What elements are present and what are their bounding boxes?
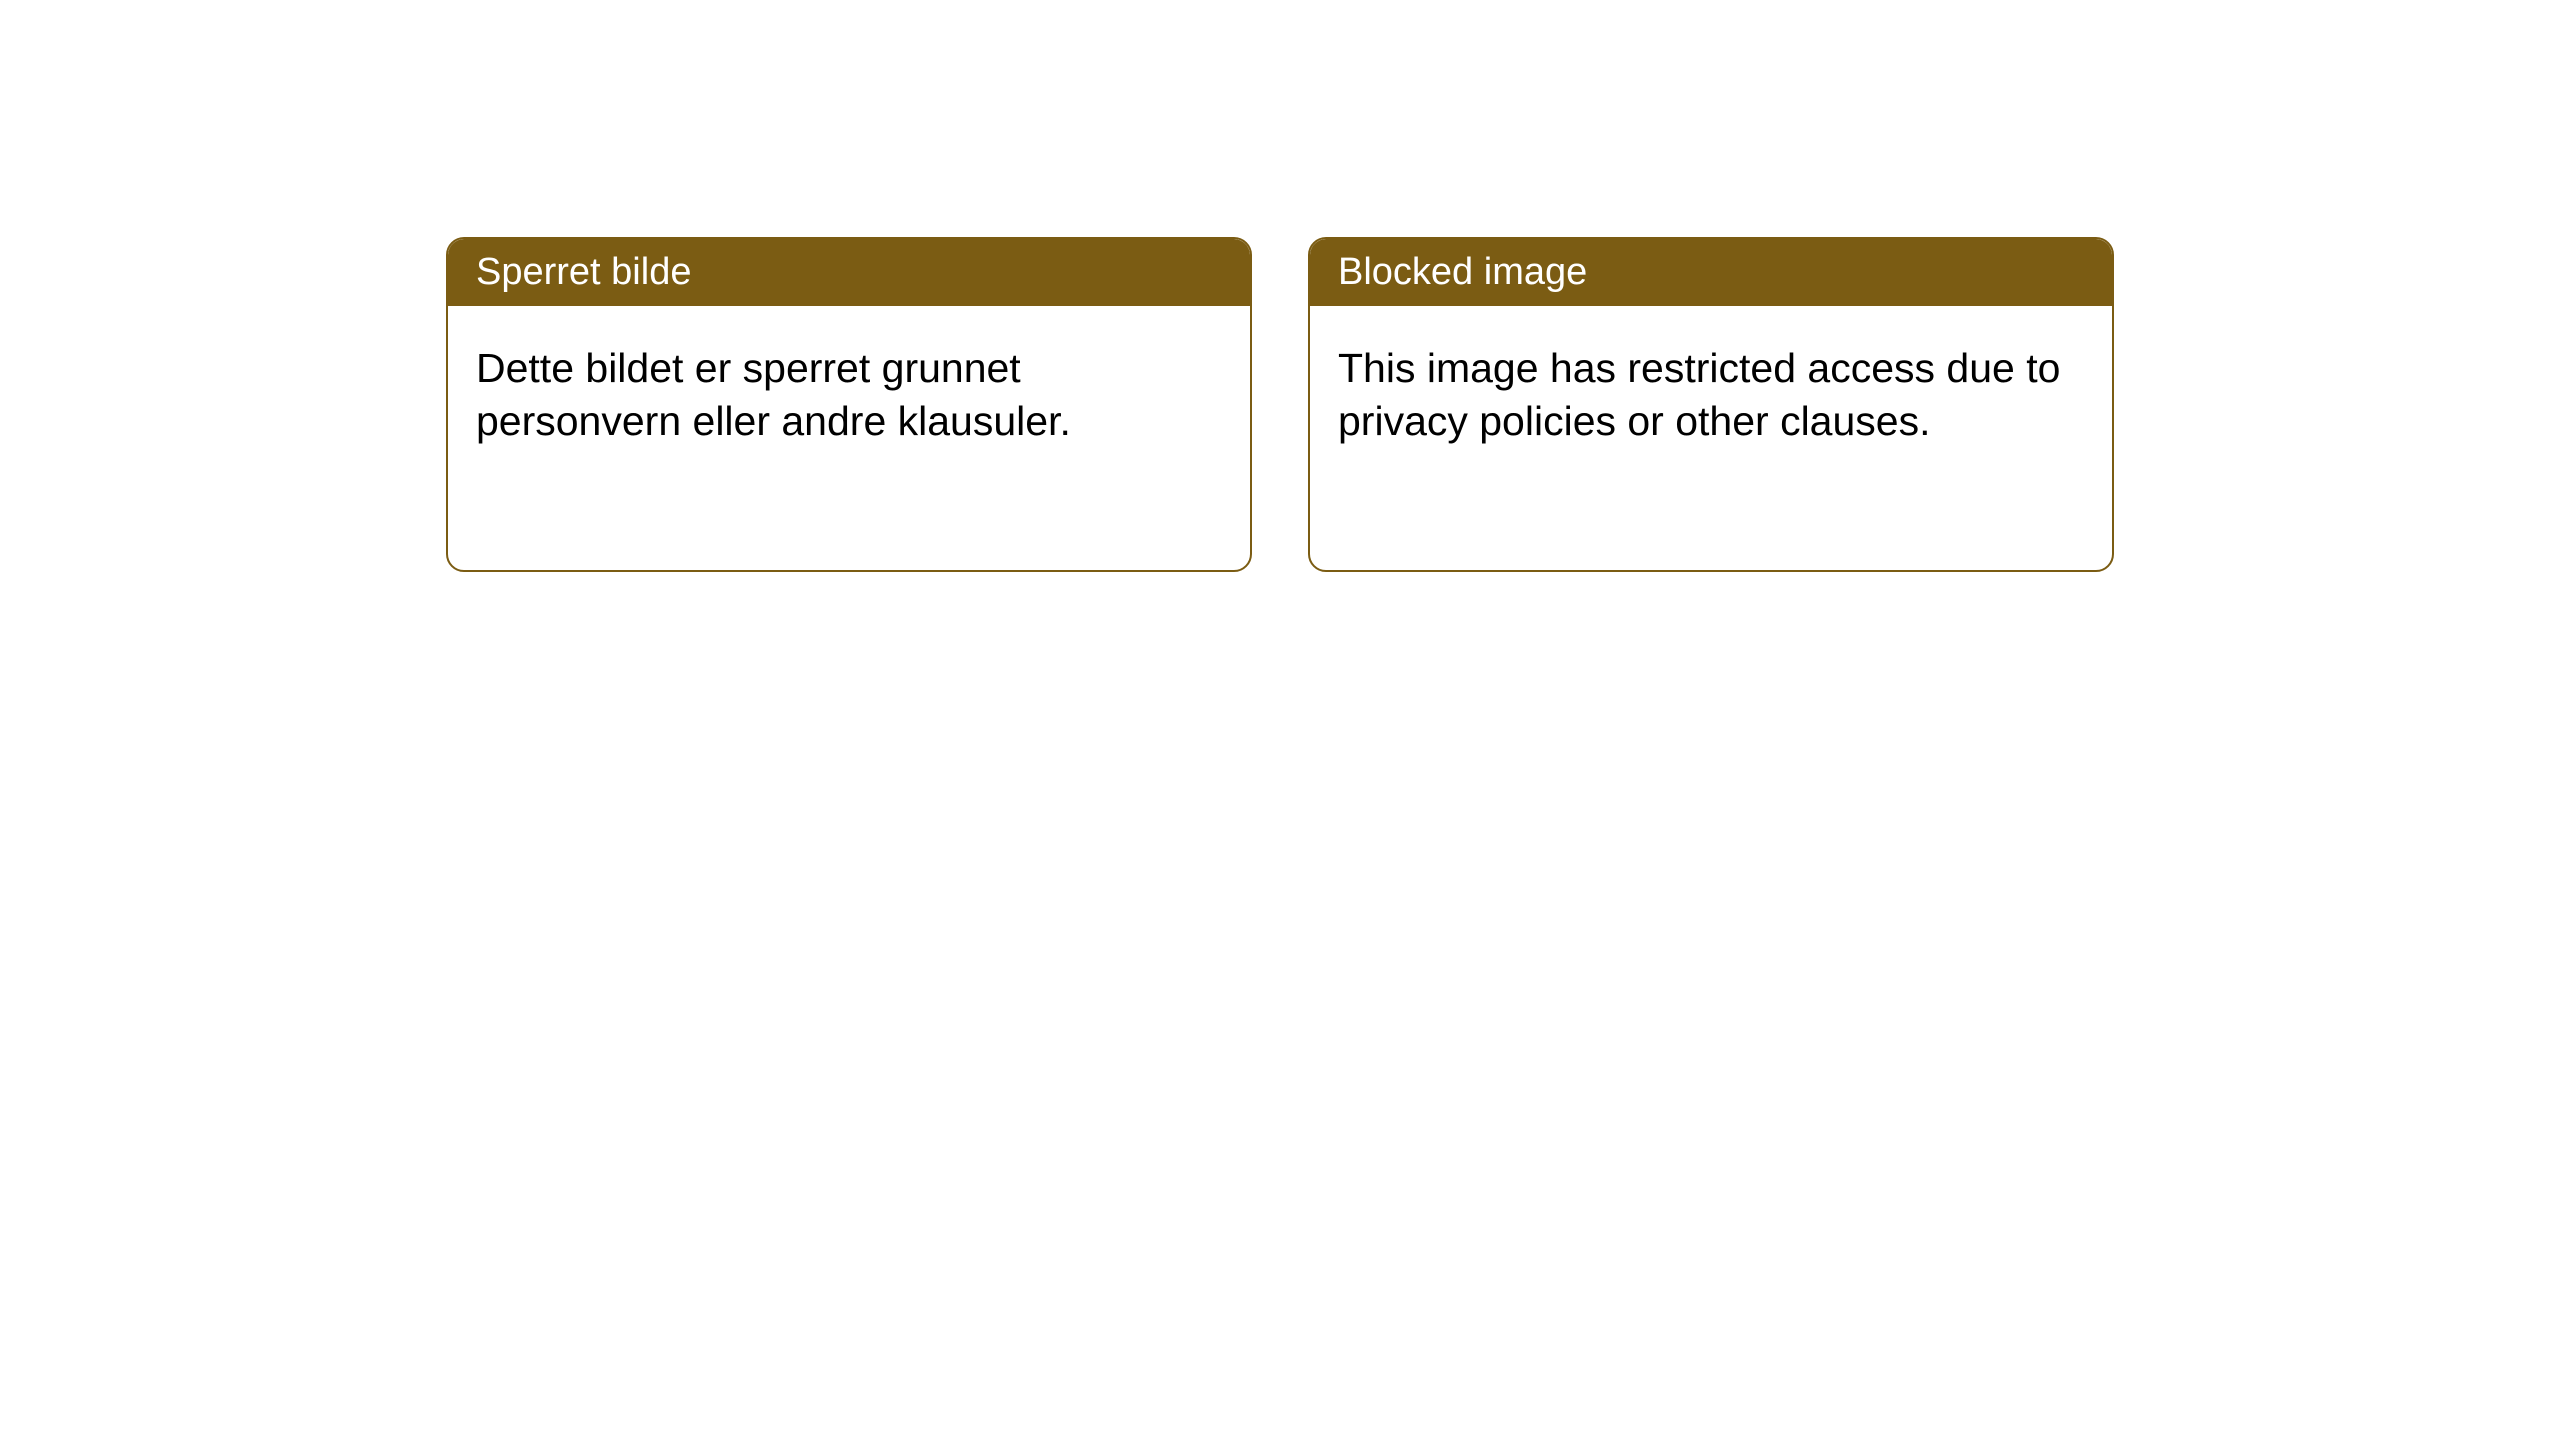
notice-container: Sperret bilde Dette bildet er sperret gr… xyxy=(446,237,2114,572)
card-header-norwegian: Sperret bilde xyxy=(448,239,1250,306)
notice-card-english: Blocked image This image has restricted … xyxy=(1308,237,2114,572)
notice-card-norwegian: Sperret bilde Dette bildet er sperret gr… xyxy=(446,237,1252,572)
card-body-english: This image has restricted access due to … xyxy=(1310,306,2112,485)
card-header-english: Blocked image xyxy=(1310,239,2112,306)
card-body-norwegian: Dette bildet er sperret grunnet personve… xyxy=(448,306,1250,485)
